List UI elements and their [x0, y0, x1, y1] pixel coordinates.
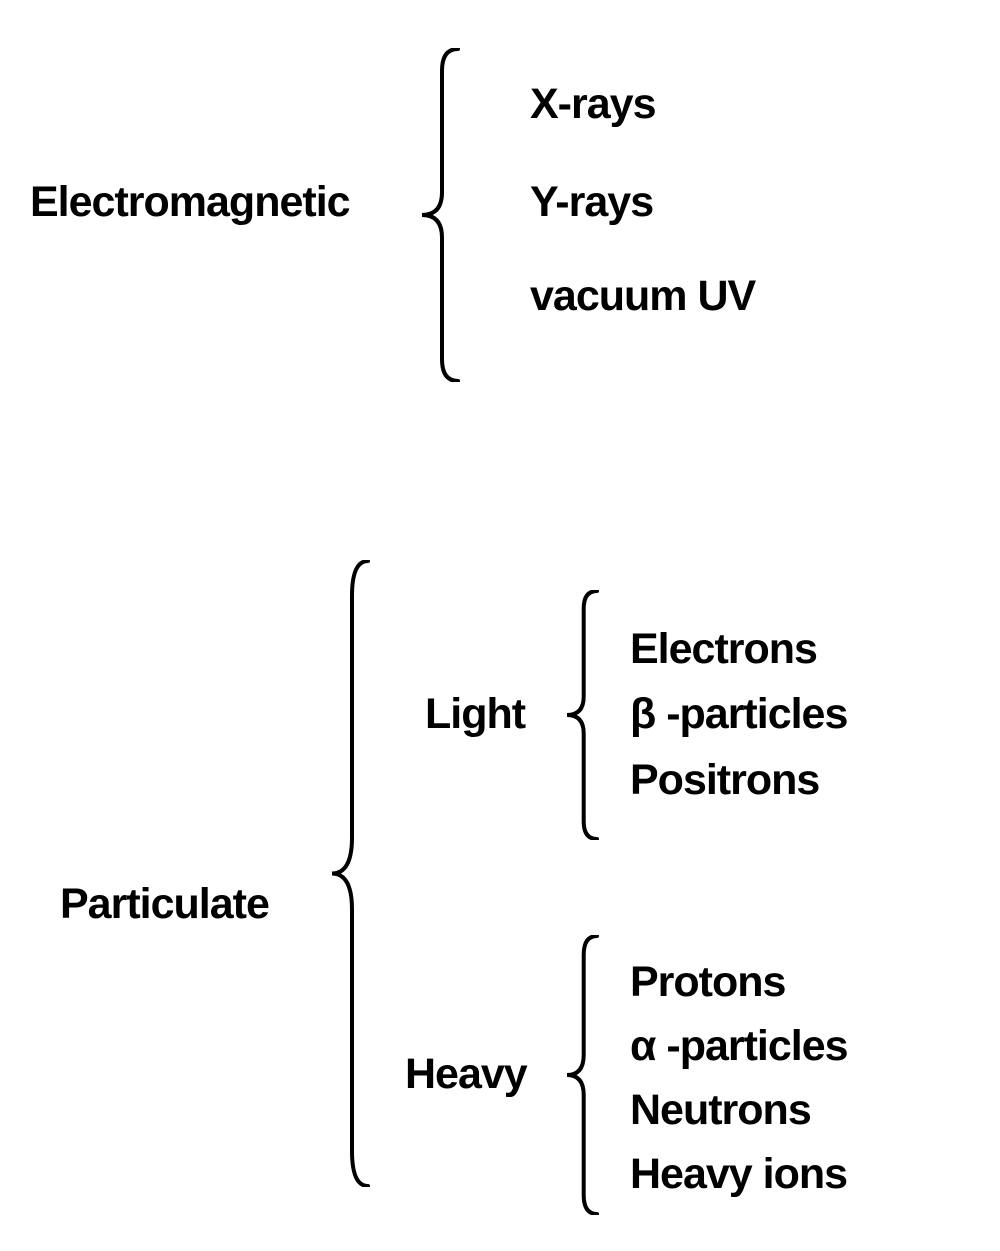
item-xrays: X-rays [530, 80, 655, 129]
item-protons: Protons [630, 958, 785, 1007]
subcategory-heavy: Heavy [405, 1050, 527, 1099]
item-vacuumuv: vacuum UV [530, 272, 755, 321]
item-gammarays: Υ-rays [530, 178, 653, 227]
category-electromagnetic: Electromagnetic [30, 178, 350, 227]
item-heavyions: Heavy ions [630, 1150, 847, 1199]
brace-light [565, 590, 599, 840]
item-betaparticles: β -particles [630, 690, 847, 739]
brace-electromagnetic [420, 48, 460, 382]
brace-heavy [565, 935, 599, 1215]
item-neutrons: Neutrons [630, 1086, 811, 1135]
item-electrons: Electrons [630, 625, 817, 674]
item-alphaparticles: α -particles [630, 1022, 848, 1071]
subcategory-light: Light [425, 690, 525, 739]
category-particulate: Particulate [60, 880, 269, 929]
brace-particulate [330, 560, 370, 1187]
item-positrons: Positrons [630, 756, 819, 805]
